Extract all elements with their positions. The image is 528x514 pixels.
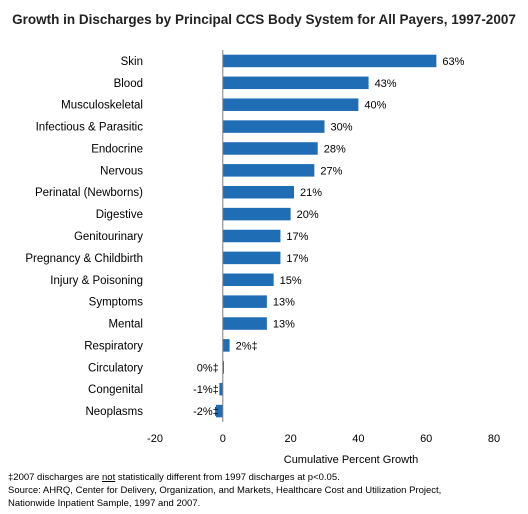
value-label-congenital: -1%‡ (193, 384, 219, 396)
bar-injury-poisoning (222, 273, 274, 287)
footnote-significance-text: ‡2007 discharges are (8, 472, 103, 483)
bar-endocrine (222, 142, 318, 155)
value-label-circulatory: 0%‡ (197, 362, 219, 374)
category-label-endocrine: Endocrine (91, 143, 143, 155)
x-tick-label: 40 (352, 433, 364, 445)
category-label-neoplasms: Neoplasms (85, 406, 143, 418)
value-label-skin: 63% (442, 56, 464, 68)
value-label-digestive: 20% (297, 209, 319, 221)
category-label-respiratory: Respiratory (84, 340, 143, 352)
value-label-musculoskeletal: 40% (364, 100, 386, 112)
category-label-pregnancy-childbirth: Pregnancy & Childbirth (25, 253, 143, 265)
value-label-nervous: 27% (320, 165, 342, 177)
chart-title: Growth in Discharges by Principal CCS Bo… (12, 12, 516, 27)
bar-congenital (219, 382, 223, 396)
value-label-injury-poisoning: 15% (280, 275, 302, 287)
x-tick-label: 0 (220, 433, 226, 445)
value-label-respiratory: 2%‡ (236, 340, 258, 352)
category-label-symptoms: Symptoms (89, 297, 144, 309)
x-axis-title: Cumulative Percent Growth (284, 454, 419, 466)
category-label-infectious-parasitic: Infectious & Parasitic (36, 122, 144, 134)
footnote: ‡2007 discharges are not statistically d… (8, 471, 441, 510)
bar-genitourinary (222, 229, 281, 243)
category-label-digestive: Digestive (96, 209, 143, 221)
category-label-congenital: Congenital (88, 384, 143, 396)
footnote-significance-tail: statistically different from 1997 discha… (115, 472, 340, 483)
x-tick-label: -20 (147, 433, 163, 445)
value-label-genitourinary: 17% (286, 231, 308, 243)
bar-nervous (222, 164, 315, 177)
value-label-perinatal-newborns: 21% (300, 187, 322, 199)
bar-infectious-parasitic (222, 120, 325, 133)
bar-symptoms (222, 295, 267, 308)
bar-musculoskeletal (222, 98, 359, 111)
category-label-musculoskeletal: Musculoskeletal (61, 100, 143, 112)
footnote-source: Source: AHRQ, Center for Delivery, Organ… (8, 485, 442, 496)
axis-layer: Skin 63% Blood 43% Musculoskeletal 40% Infecti… (25, 50, 500, 445)
bar-neoplasms (216, 404, 223, 418)
value-label-endocrine: 28% (324, 143, 346, 155)
value-label-symptoms: 13% (273, 297, 295, 309)
category-label-perinatal-newborns: Perinatal (Newborns) (35, 187, 143, 199)
footnote-not-emphasis: not (102, 472, 116, 483)
category-label-genitourinary: Genitourinary (74, 231, 143, 243)
bar-pregnancy-childbirth (222, 251, 281, 265)
footnote-source-cont: Nationwide Inpatient Sample, 1997 and 20… (8, 498, 201, 509)
x-tick-label: 80 (488, 433, 500, 445)
category-label-circulatory: Circulatory (88, 362, 143, 374)
bars-layer (216, 54, 437, 418)
category-label-injury-poisoning: Injury & Poisoning (50, 275, 143, 287)
bar-skin (222, 54, 437, 68)
bar-perinatal-newborns (222, 185, 294, 199)
bar-mental (222, 317, 267, 330)
category-label-blood: Blood (114, 78, 143, 90)
bar-digestive (222, 207, 291, 221)
bar-respiratory (222, 339, 230, 352)
value-label-mental: 13% (273, 319, 295, 331)
value-label-neoplasms: -2%‡ (193, 406, 219, 418)
category-label-mental: Mental (108, 319, 143, 331)
category-label-nervous: Nervous (100, 165, 143, 177)
value-label-pregnancy-childbirth: 17% (286, 253, 308, 265)
bar-circulatory (222, 361, 224, 374)
bar-blood (222, 76, 369, 90)
x-tick-label: 20 (284, 433, 296, 445)
value-label-infectious-parasitic: 30% (331, 122, 353, 134)
category-label-skin: Skin (121, 56, 143, 68)
footnote-significance: ‡2007 discharges are not statistically d… (8, 471, 441, 484)
value-label-blood: 43% (375, 78, 397, 90)
x-tick-label: 60 (420, 433, 432, 445)
